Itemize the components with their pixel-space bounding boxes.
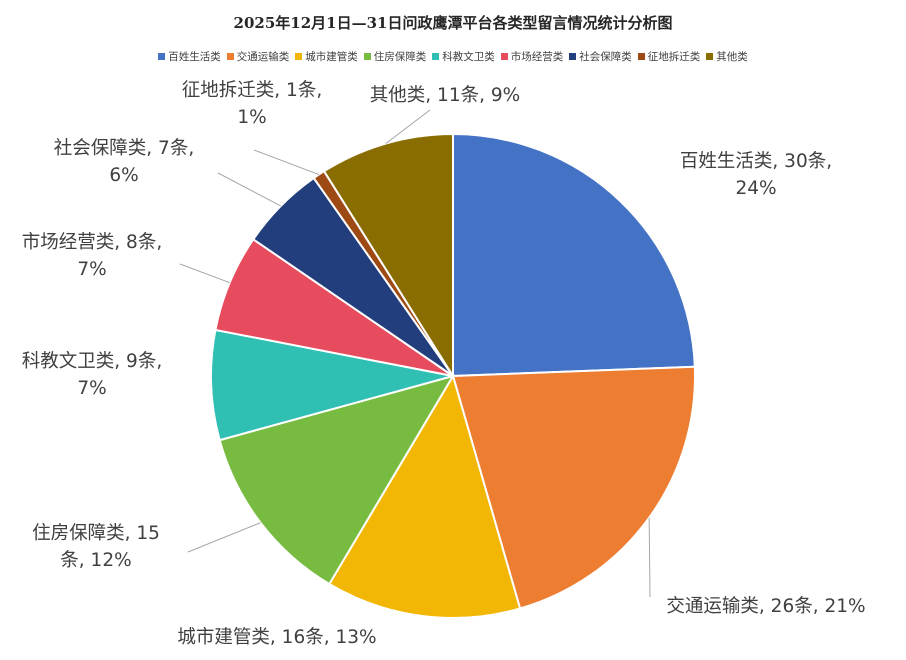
legend-label: 城市建管类 <box>305 51 358 63</box>
legend-item: 社会保障类 <box>569 49 632 64</box>
legend-item: 征地拆迁类 <box>637 49 701 64</box>
pie-slice <box>327 373 522 619</box>
legend-swatch <box>500 53 508 60</box>
leader-lines <box>179 109 651 598</box>
legend-label: 社会保障类 <box>579 51 632 63</box>
legend-item: 住房保障类 <box>363 49 427 64</box>
legend-item: 科教文卫类 <box>432 49 495 64</box>
data-label-line: 征地拆迁类, 1条, <box>182 80 322 101</box>
legend-swatch <box>226 53 234 60</box>
data-labels: 百姓生活类, 30条, 24% 交通运输类, 26条, 21% 城市建管类, 16条,… <box>22 80 866 648</box>
data-label: 其他类, 11条, 9% <box>370 85 520 106</box>
legend-label: 住房保障类 <box>373 51 427 63</box>
legend-label: 其他类 <box>716 51 748 63</box>
legend-item: 交通运输类 <box>226 49 290 64</box>
legend-swatch <box>432 53 440 60</box>
data-label-line: 市场经营类, 8条, <box>22 232 162 253</box>
data-label: 社会保障类, 7条, 6% <box>54 138 194 186</box>
legend-label: 市场经营类 <box>510 51 564 63</box>
data-label: 市场经营类, 8条, 7% <box>22 232 162 280</box>
leader-line <box>187 522 261 553</box>
data-label: 征地拆迁类, 1条, 1% <box>182 80 322 128</box>
data-label-line: 城市建管类, 16条, 13% <box>177 627 376 648</box>
legend-swatch <box>706 53 714 60</box>
data-label-line: 6% <box>109 165 138 186</box>
leader-line <box>217 172 282 207</box>
data-label-line: 社会保障类, 7条, <box>54 138 194 159</box>
pie-slice <box>218 374 456 586</box>
legend-swatch <box>637 53 645 60</box>
data-label-line: 7% <box>77 259 106 280</box>
data-label-line: 24% <box>735 178 776 199</box>
data-label-line: 条, 12% <box>60 550 131 571</box>
legend-item: 市场经营类 <box>500 49 564 64</box>
legend-label: 交通运输类 <box>236 51 290 63</box>
data-label: 城市建管类, 16条, 13% <box>177 627 376 648</box>
legend-label: 百姓生活类 <box>168 51 221 63</box>
legend-item: 百姓生活类 <box>158 49 221 64</box>
pie-slice <box>451 365 696 610</box>
legend-swatch <box>363 53 371 60</box>
legend-item: 城市建管类 <box>295 49 358 64</box>
data-label-line: 百姓生活类, 30条, <box>680 151 832 172</box>
legend-swatch <box>569 53 577 60</box>
data-label-line: 交通运输类, 26条, 21% <box>666 596 865 617</box>
chart-title: 2025年12月1日—31日问政鹰潭平台各类型留言情况统计分析图 <box>233 14 673 32</box>
pie-slice <box>210 328 454 442</box>
legend-label: 征地拆迁类 <box>647 51 701 63</box>
pie-slice <box>322 132 454 380</box>
pie-slice <box>452 132 696 378</box>
data-label: 交通运输类, 26条, 21% <box>666 596 865 617</box>
data-label-line: 科教文卫类, 9条, <box>22 351 162 372</box>
leader-line <box>385 109 431 144</box>
chart-legend: 百姓生活类 交通运输类 城市建管类 住房保障类 科教文卫类 市场经营类 社会保障… <box>0 49 906 64</box>
leader-line <box>179 263 230 284</box>
data-label: 住房保障类, 15 条, 12% <box>32 523 160 571</box>
leader-line <box>648 517 651 598</box>
data-label-line: 7% <box>77 378 106 399</box>
legend-swatch <box>295 53 303 60</box>
legend-item: 其他类 <box>706 49 748 64</box>
data-label: 科教文卫类, 9条, 7% <box>22 351 162 399</box>
legend-label: 科教文卫类 <box>442 51 495 63</box>
data-label-line: 住房保障类, 15 <box>32 523 160 544</box>
data-label: 百姓生活类, 30条, 24% <box>680 151 832 199</box>
pie-slices <box>210 132 696 619</box>
data-label-line: 1% <box>237 107 266 128</box>
leader-line <box>253 149 320 176</box>
legend-swatch <box>158 53 166 60</box>
data-label-line: 其他类, 11条, 9% <box>370 85 520 106</box>
